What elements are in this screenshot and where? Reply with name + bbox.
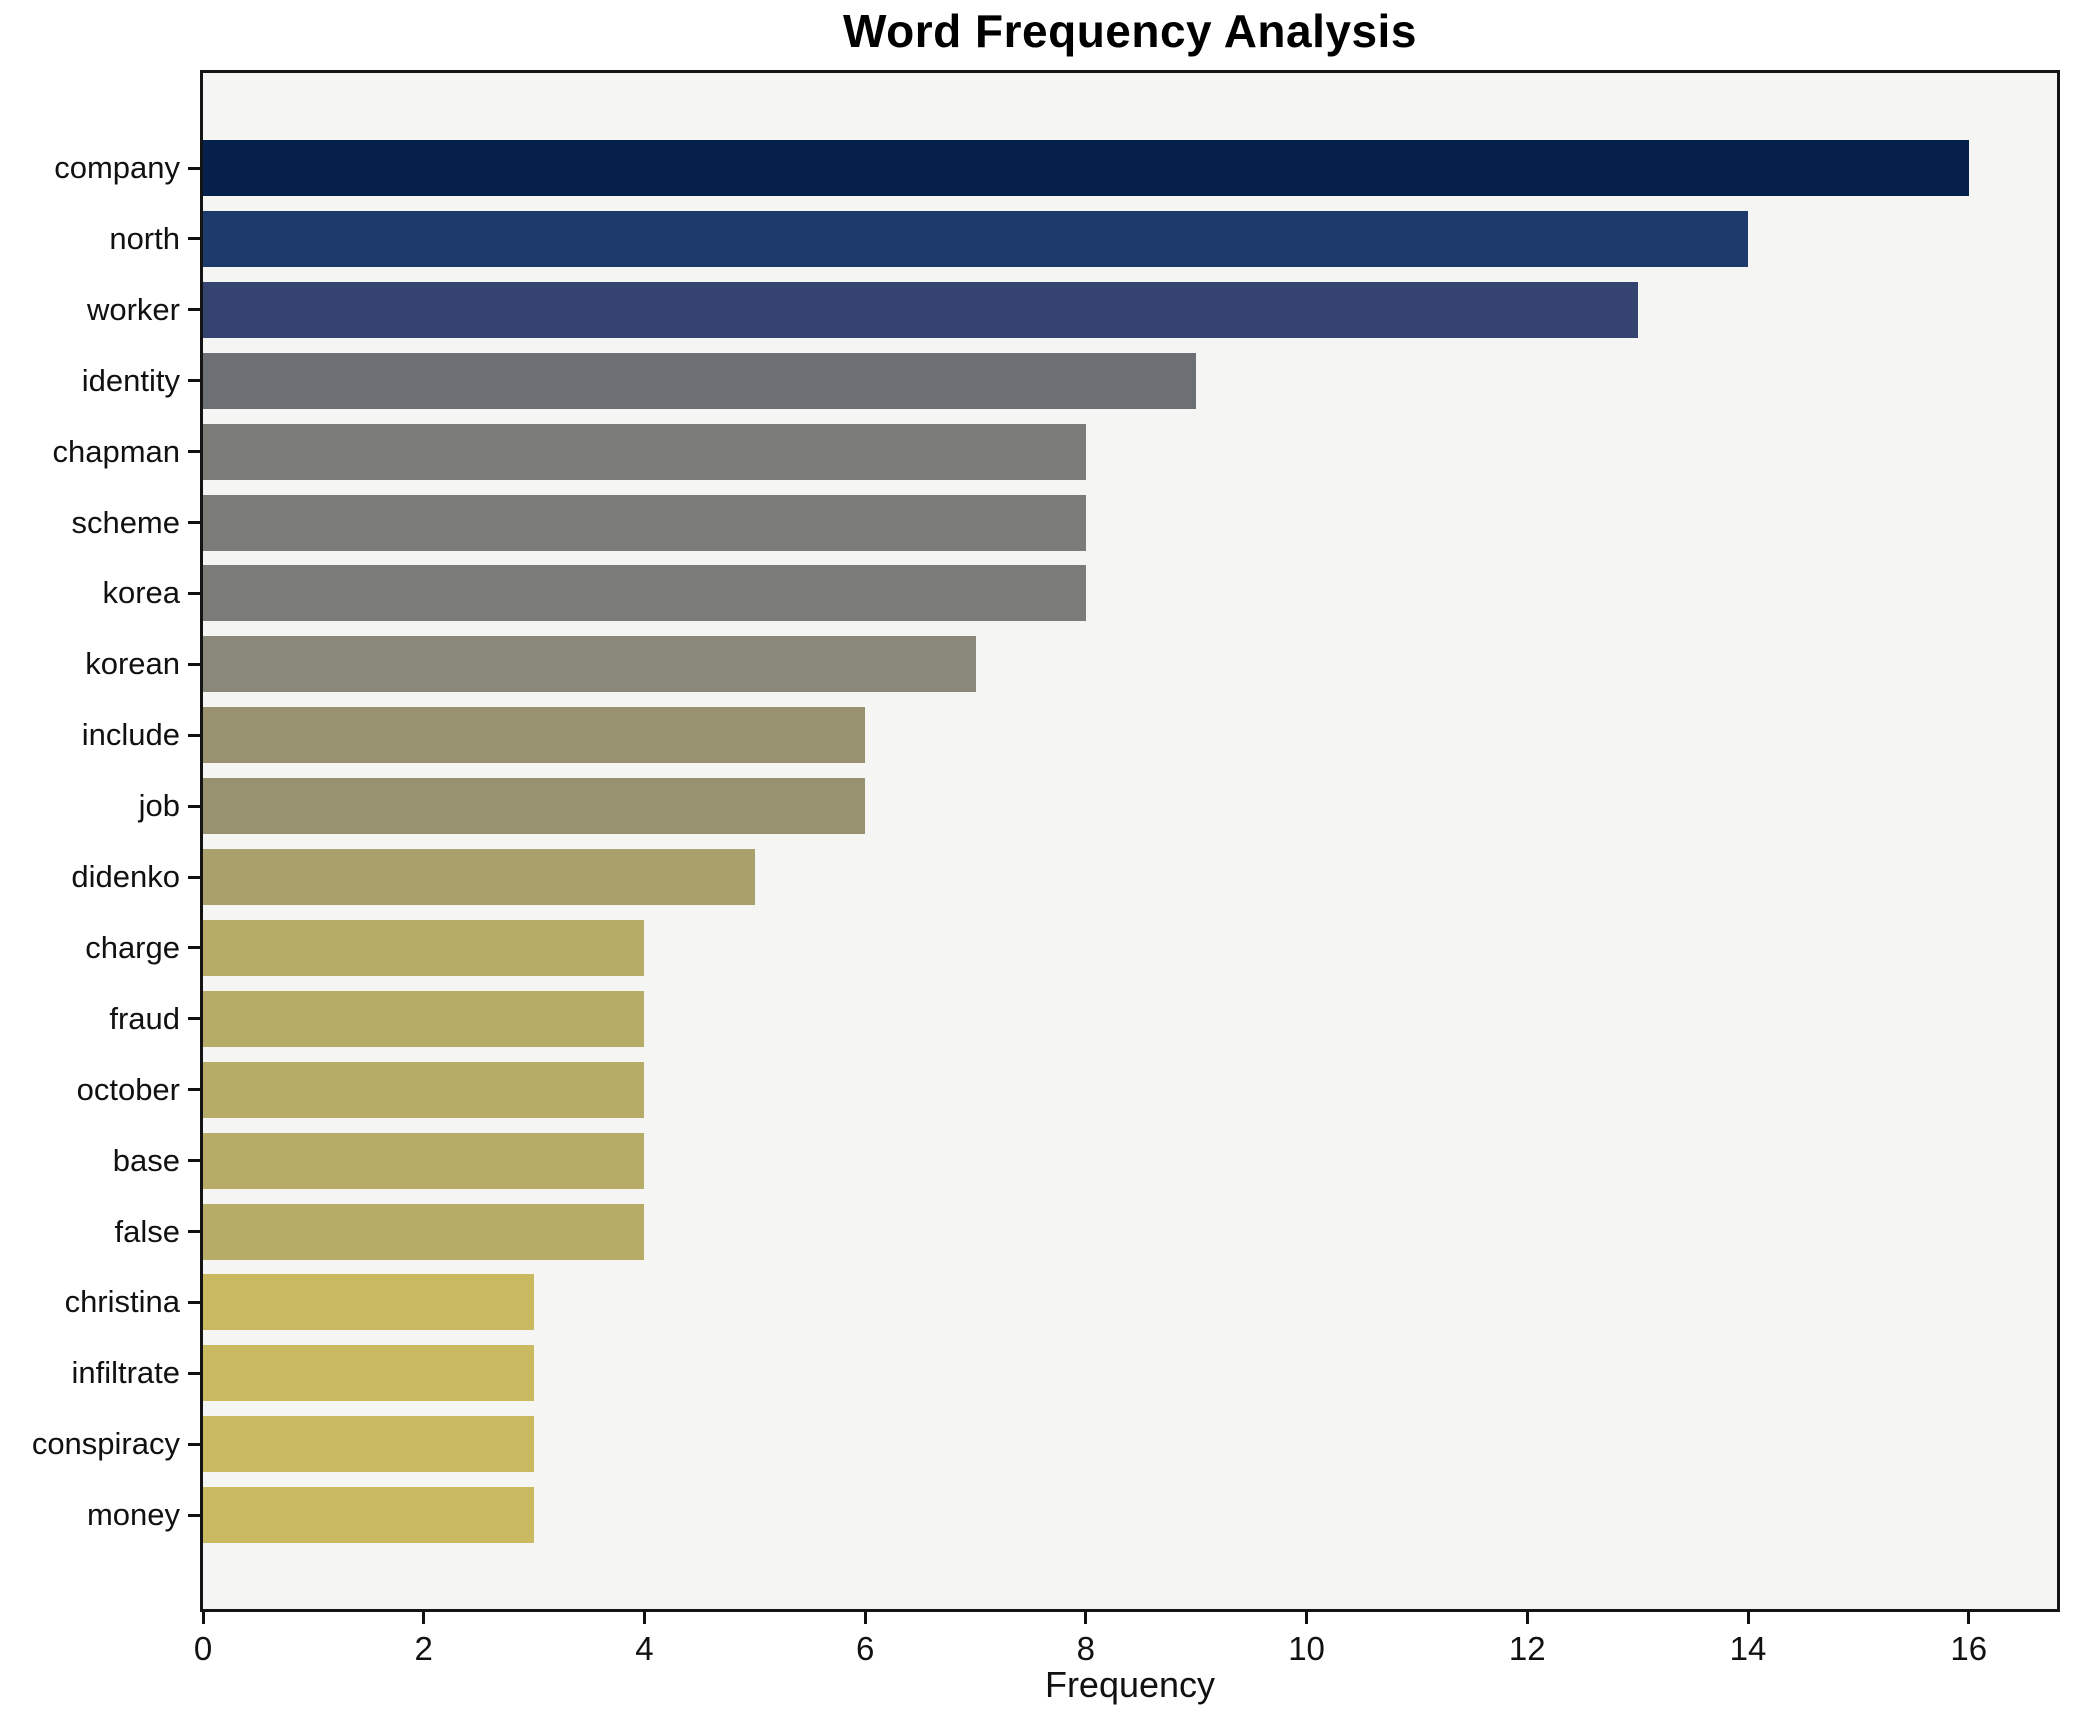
y-tick [188,1230,200,1233]
bar-korea [203,565,1086,622]
y-tick [188,521,200,524]
x-tick-label-14: 14 [1729,1630,1767,1667]
chart-title: Word Frequency Analysis [843,5,1417,57]
y-tick [188,591,200,595]
bar-october [203,1061,645,1118]
x-tick [201,1612,205,1624]
y-tick [188,1371,200,1375]
y-tick-label-fraud: fraud [109,1000,180,1036]
x-tick-label-10: 10 [1288,1630,1325,1667]
bar-false [203,1203,645,1260]
y-tick-label-october: october [76,1071,180,1107]
y-tick-label-didenko: didenko [71,859,180,894]
bar-base [203,1132,645,1189]
bar-infiltrate [203,1345,535,1402]
y-tick-label-base: base [112,1142,180,1178]
y-tick-label-scheme: scheme [71,504,180,540]
y-tick [188,875,200,879]
x-tick [642,1612,646,1624]
x-tick [1084,1612,1088,1624]
y-tick [188,1513,200,1517]
x-tick [1525,1612,1529,1624]
y-tick-label-money: money [86,1497,180,1533]
y-tick [188,804,200,808]
x-tick [1305,1612,1309,1624]
x-tick [863,1612,867,1624]
y-tick [188,166,200,170]
y-tick-label-include: include [81,717,180,753]
y-tick [188,1300,200,1304]
y-tick [188,662,200,666]
y-tick [188,308,200,312]
y-tick [188,237,200,241]
y-tick-label-company: company [54,150,180,185]
bar-company [203,140,1969,196]
bar-north [203,210,1748,267]
x-tick-label-0: 0 [193,1630,213,1667]
bar-christina [203,1274,535,1331]
x-tick-label-6: 6 [855,1630,875,1667]
bar-chapman [203,423,1086,480]
x-tick-label-16: 16 [1950,1630,1988,1667]
bar-korean [203,636,976,693]
y-tick [188,1442,200,1446]
x-tick [422,1612,426,1624]
bar-didenko [203,849,755,905]
y-tick-label-worker: worker [86,291,180,327]
y-tick [188,450,200,454]
bar-job [203,778,866,835]
x-tick [1746,1612,1750,1624]
y-tick [188,733,200,737]
x-tick-label-12: 12 [1508,1630,1546,1667]
y-tick-label-christina: christina [64,1284,180,1320]
y-tick-label-chapman: chapman [52,433,180,469]
y-tick-label-charge: charge [85,929,180,965]
bar-charge [203,919,645,976]
y-tick-label-korean: korean [85,646,180,682]
y-tick-label-job: job [138,788,180,824]
x-tick [1967,1612,1971,1624]
y-tick-label-north: north [109,220,180,256]
bar-fraud [203,990,645,1047]
y-tick-label-infiltrate: infiltrate [71,1355,180,1391]
bar-scheme [203,494,1086,551]
y-tick [188,1017,200,1021]
x-axis-label: Frequency [1044,1664,1216,1705]
bar-worker [203,281,1638,338]
bar-conspiracy [203,1416,535,1473]
y-tick-label-false: false [114,1213,180,1249]
bar-money [203,1487,535,1544]
bar-include [203,707,866,764]
y-tick [188,946,200,950]
x-tick-label-2: 2 [414,1630,433,1667]
y-tick-label-korea: korea [102,575,180,611]
bar-identity [203,352,1197,409]
y-tick [188,379,200,383]
y-tick-label-identity: identity [81,362,180,398]
y-tick [188,1088,200,1092]
y-tick [188,1159,200,1163]
x-tick-label-8: 8 [1076,1630,1096,1667]
y-tick-label-conspiracy: conspiracy [31,1426,180,1462]
x-tick-label-4: 4 [635,1630,654,1667]
